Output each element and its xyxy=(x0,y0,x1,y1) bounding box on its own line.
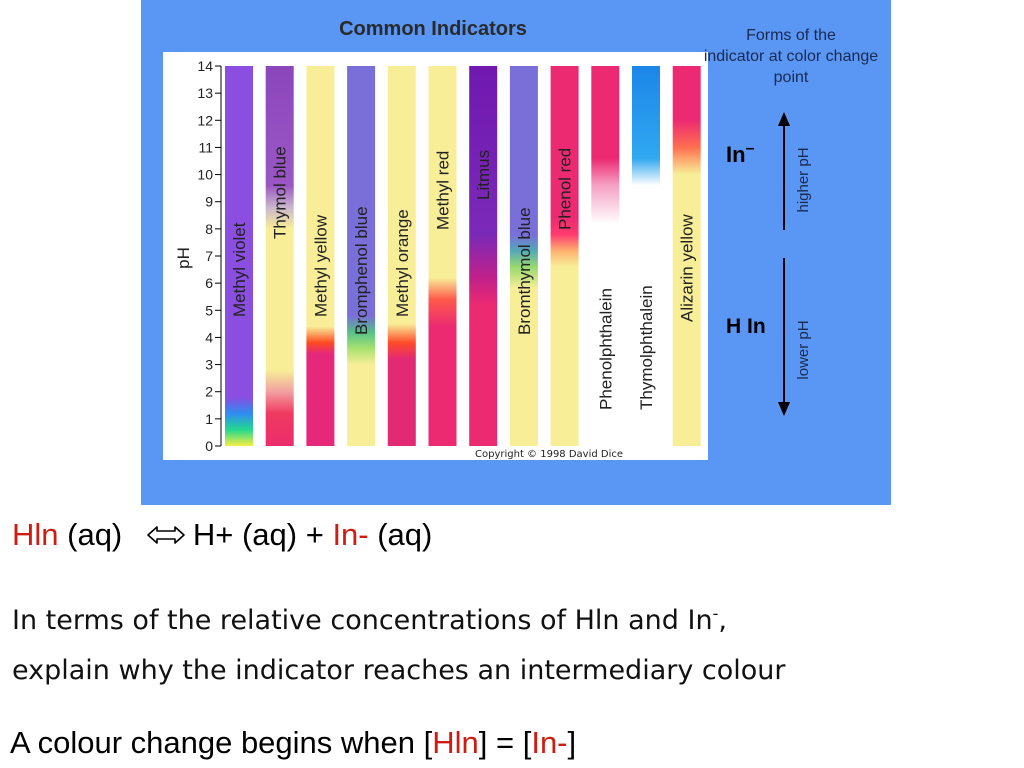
indicator-bar xyxy=(469,66,498,446)
y-tick-label: 5 xyxy=(205,302,213,318)
indicator-label: Alizarin yellow xyxy=(678,214,697,322)
ans-hln: Hln xyxy=(432,725,479,760)
indicator-bar xyxy=(265,66,294,446)
lower-form-label: H In xyxy=(726,315,766,338)
eq-in: In- xyxy=(332,517,369,552)
y-tick-label: 14 xyxy=(197,58,213,74)
question-line-1: In terms of the relative concentrations … xyxy=(12,604,727,636)
indicator-label: Methyl violet xyxy=(230,222,249,317)
y-tick-label: 6 xyxy=(205,275,213,291)
indicator-label: Phenol red xyxy=(556,148,575,230)
indicator-bar xyxy=(428,66,457,446)
ans-end: ] xyxy=(567,725,577,760)
indicator-label: Methyl yellow xyxy=(311,214,330,317)
eq-hln: Hln xyxy=(12,517,59,552)
indicator-bar xyxy=(306,66,335,446)
chart-title: Common Indicators xyxy=(339,18,527,40)
y-tick-label: 1 xyxy=(205,411,213,427)
indicator-label: Methyl red xyxy=(434,151,453,230)
double-arrow-icon xyxy=(147,526,185,544)
equilibrium-equation: Hln (aq) H+ (aq) + In- (aq) xyxy=(12,517,432,553)
y-axis-label: pH xyxy=(174,247,193,269)
indicator-bar xyxy=(509,66,538,446)
y-tick-label: 0 xyxy=(205,438,213,454)
y-tick-label: 11 xyxy=(198,139,213,155)
copyright-text: Copyright © 1998 David Dice xyxy=(475,449,623,460)
y-tick-label: 9 xyxy=(205,194,213,210)
indicator-label: Thymol blue xyxy=(271,146,290,239)
indicator-bar xyxy=(225,66,253,446)
indicator-label: Thymolphthalein xyxy=(637,285,656,410)
q1-start: In terms of the relative concentrations … xyxy=(12,605,713,636)
indicator-label: Bromphenol blue xyxy=(352,206,371,335)
down-arrowhead-icon xyxy=(778,402,790,416)
up-arrowhead-icon xyxy=(778,112,790,126)
higher-ph-label: higher pH xyxy=(795,147,812,212)
y-tick-label: 2 xyxy=(205,384,213,400)
y-tick-label: 10 xyxy=(197,167,213,183)
y-tick-label: 8 xyxy=(205,221,213,237)
y-tick-label: 13 xyxy=(197,85,213,101)
y-tick-label: 12 xyxy=(197,112,213,128)
ans-in: In- xyxy=(531,725,568,760)
indicator-label: Litmus xyxy=(474,150,493,200)
indicator-bar xyxy=(672,66,701,446)
indicator-bar xyxy=(347,66,376,446)
y-tick-label: 7 xyxy=(205,248,213,264)
upper-form-label: In– xyxy=(726,140,755,167)
indicator-bars xyxy=(225,66,701,446)
indicator-bar xyxy=(632,66,660,446)
indicator-label: Phenolphthalein xyxy=(596,288,615,410)
eq-aq2: (aq) xyxy=(368,517,433,552)
q1-sup: - xyxy=(712,604,719,623)
ans-start: A colour change begins when [ xyxy=(10,725,433,760)
indicator-bar xyxy=(387,66,416,446)
indicator-label: Methyl orange xyxy=(393,209,412,317)
lower-ph-label: lower pH xyxy=(795,320,812,379)
ans-mid: ] = [ xyxy=(478,725,532,760)
q1-end: , xyxy=(718,605,727,636)
question-line-2: explain why the indicator reaches an int… xyxy=(12,655,786,686)
answer-line: A colour change begins when [Hln] = [In-… xyxy=(10,725,576,761)
y-tick-label: 3 xyxy=(205,357,213,373)
eq-h: H+ (aq) + xyxy=(192,517,333,552)
indicator-bar xyxy=(591,66,620,446)
indicator-label: Bromthymol blue xyxy=(515,207,534,335)
indicator-labels: Methyl violet Thymol blue Methyl yellow Bro… xyxy=(230,146,697,410)
y-tick-label: 4 xyxy=(205,329,213,345)
legend-title: Forms of the indicator at color change poi… xyxy=(704,27,878,86)
indicators-chart: Common Indicators pH 0123456789101112131… xyxy=(141,0,891,505)
indicator-bar xyxy=(550,66,579,446)
eq-aq1: (aq) xyxy=(58,517,131,552)
